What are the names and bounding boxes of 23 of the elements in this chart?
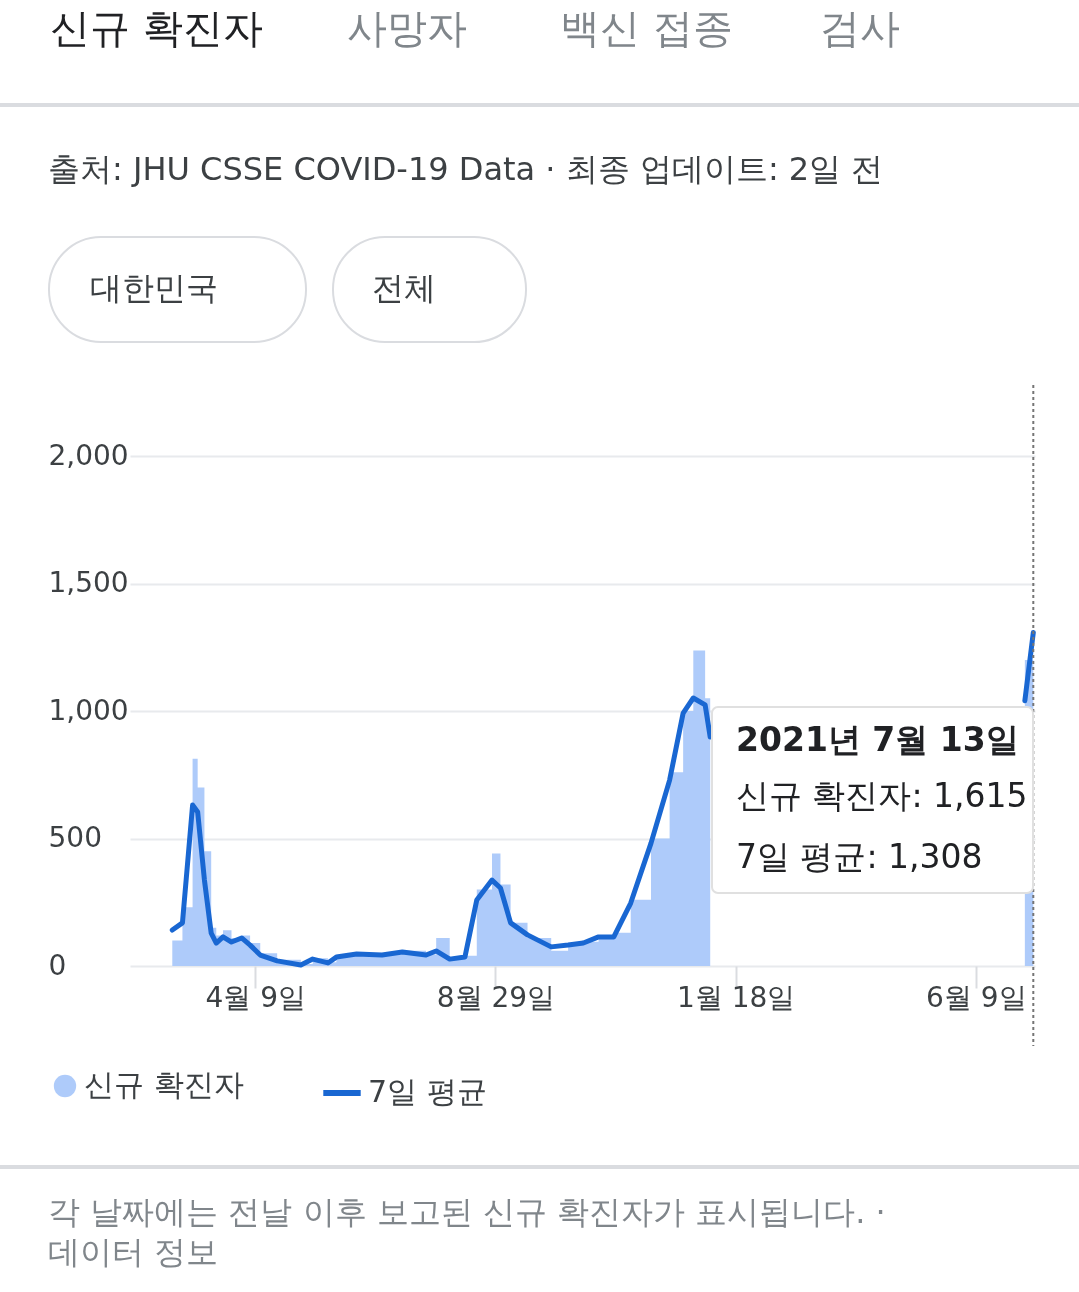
- annotation: 7일 평균: 1,308: [736, 837, 983, 876]
- y-tick-label: 1,000: [48, 693, 129, 727]
- legend-label: 7일 평균: [368, 1074, 487, 1109]
- text: 대한민국: [90, 269, 218, 307]
- x-tick-label: 1월 18일: [676, 980, 796, 1014]
- annotation: 신규 확진자: 1,615: [736, 776, 1028, 815]
- x-tick-label: 8월 29일: [436, 980, 556, 1014]
- legend-label: 신규 확진자: [84, 1067, 244, 1102]
- text: 신규 확진자: [50, 5, 263, 51]
- annotation: 2021년 7월 13일: [736, 720, 1019, 759]
- text: 전체: [372, 269, 436, 307]
- text: 백신 접종: [560, 5, 733, 51]
- x-tick-label: 6월 9일: [926, 980, 1027, 1014]
- text: 각 날짜에는 전날 이후 보고된 신규 확진자가 표시됩니다. ·: [48, 1193, 886, 1231]
- source-note: 출처: JHU CSSE COVID-19 Data · 최종 업데이트: 2일 전: [48, 150, 884, 188]
- y-tick-label: 2,000: [48, 438, 129, 472]
- text: 검사: [820, 5, 900, 51]
- y-tick-label: 0: [48, 948, 67, 982]
- x-tick-label: 4월 9일: [205, 980, 306, 1014]
- y-tick-label: 500: [48, 821, 102, 854]
- text: 데이터 정보: [48, 1233, 219, 1271]
- text: 사망자: [347, 5, 467, 51]
- y-tick-label: 1,500: [48, 566, 129, 599]
